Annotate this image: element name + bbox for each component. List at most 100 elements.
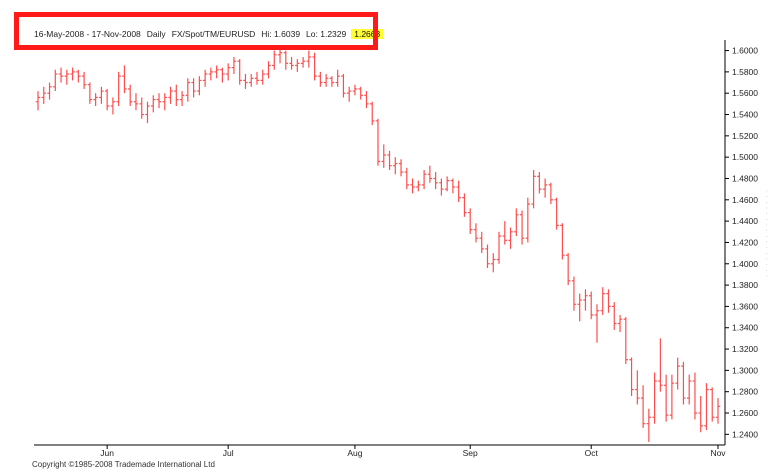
ohlc-bar <box>231 56 237 75</box>
ohlc-bar <box>254 71 260 85</box>
y-tick-label: 1.5000 <box>732 152 758 162</box>
ohlc-bar <box>508 227 513 249</box>
ohlc-bar <box>145 101 150 124</box>
ohlc-bar <box>387 150 392 170</box>
ohlc-bar <box>289 56 294 70</box>
ohlc-bar <box>133 93 139 111</box>
ohlc-bar <box>612 302 617 330</box>
ohlc-bar <box>468 208 473 234</box>
ohlc-bar <box>41 86 46 104</box>
ohlc-bar <box>698 395 703 433</box>
y-tick-label: 1.3600 <box>732 301 758 311</box>
ohlc-bar <box>104 88 110 111</box>
y-tick-label: 1.6000 <box>732 46 758 56</box>
ohlc-bar <box>76 69 81 83</box>
ohlc-bar <box>197 76 202 96</box>
copyright-text: Copyright ©1985-2008 Trademade Internati… <box>32 460 215 469</box>
ohlc-bar <box>393 157 398 175</box>
ohlc-bar <box>479 231 484 254</box>
ohlc-bar <box>398 159 404 177</box>
ohlc-bar <box>295 59 300 72</box>
ohlc-bar <box>404 167 410 190</box>
ohlc-bar <box>548 182 554 205</box>
y-tick-label: 1.4400 <box>732 216 758 226</box>
y-tick-label: 1.3800 <box>732 280 758 290</box>
last-price-badge: 1.2663 <box>351 29 384 39</box>
y-tick-label: 1.2600 <box>732 408 758 418</box>
low-value: Lo: 1.2329 <box>306 29 347 39</box>
ohlc-bar <box>439 178 444 196</box>
ohlc-bar <box>156 93 162 109</box>
ohlc-bar <box>594 304 600 343</box>
ohlc-bar <box>704 383 709 431</box>
ohlc-bar <box>514 208 519 237</box>
y-tick-label: 1.5400 <box>732 110 758 120</box>
ohlc-bar <box>283 50 288 70</box>
ohlc-bar <box>214 65 219 79</box>
ohlc-bar <box>122 65 127 94</box>
y-tick-label: 1.2400 <box>732 429 758 439</box>
ohlc-bar <box>554 197 559 230</box>
ohlc-bar <box>346 86 352 102</box>
y-tick-label: 1.2800 <box>732 387 758 397</box>
x-tick-label: Oct <box>585 448 599 458</box>
ohlc-bar <box>179 91 185 106</box>
ohlc-bar <box>715 398 721 424</box>
ohlc-bar <box>525 197 531 243</box>
ohlc-bar <box>225 63 231 81</box>
ohlc-bar <box>329 76 335 87</box>
ohlc-bar <box>496 231 502 264</box>
ohlc-bar <box>323 74 329 87</box>
x-tick-label: Aug <box>347 448 362 458</box>
symbol-label: FX/Spot/TM/EURUSD <box>171 29 256 39</box>
ohlc-bar <box>577 293 582 322</box>
ohlc-bar <box>341 74 346 98</box>
ohlc-bar <box>617 314 623 332</box>
y-tick-label: 1.4800 <box>732 173 758 183</box>
ohlc-bar <box>583 289 588 311</box>
ohlc-bar <box>450 178 456 194</box>
ohlc-bar <box>272 50 277 70</box>
ohlc-bar <box>168 86 173 104</box>
ohlc-bar <box>675 357 680 390</box>
x-tick-label: Jun <box>100 448 114 458</box>
x-tick-label: Jul <box>223 448 234 458</box>
ohlc-bar <box>260 69 265 85</box>
ohlc-bar <box>600 287 605 315</box>
ohlc-bar <box>300 56 306 68</box>
ohlc-bar <box>462 193 467 217</box>
ohlc-bar <box>35 91 41 111</box>
ohlc-bar <box>220 67 225 83</box>
ohlc-bar <box>70 67 75 81</box>
ohlc-bar <box>87 82 93 104</box>
ohlc-bar <box>646 408 652 442</box>
ohlc-bar <box>640 385 646 428</box>
y-tick-label: 1.3200 <box>732 344 758 354</box>
ohlc-bar <box>249 74 254 87</box>
ohlc-bar <box>58 67 64 83</box>
ohlc-bar <box>81 71 87 89</box>
ohlc-bar <box>565 253 571 286</box>
y-tick-label: 1.3400 <box>732 323 758 333</box>
ohlc-bar <box>669 374 675 420</box>
ohlc-bar <box>237 59 242 85</box>
ohlc-bar <box>444 176 450 192</box>
ohlc-bar <box>318 71 323 87</box>
chart-header: 16-May-2008 - 17-Nov-2008 Daily FX/Spot/… <box>34 27 384 41</box>
ohlc-bar <box>427 165 433 183</box>
ohlc-bar <box>162 93 167 111</box>
ohlc-bar <box>416 180 421 192</box>
ohlc-bar <box>335 69 340 87</box>
period-label: Daily <box>146 29 166 39</box>
y-tick-label: 1.5600 <box>732 88 758 98</box>
ohlc-bar <box>663 374 669 422</box>
ohlc-bar <box>266 61 271 79</box>
ohlc-bar <box>410 178 415 194</box>
y-tick-label: 1.4200 <box>732 237 758 247</box>
ohlc-bar <box>64 69 70 85</box>
ohlc-bar <box>243 74 248 89</box>
ohlc-bar <box>473 223 479 243</box>
ohlc-bar <box>381 144 386 168</box>
